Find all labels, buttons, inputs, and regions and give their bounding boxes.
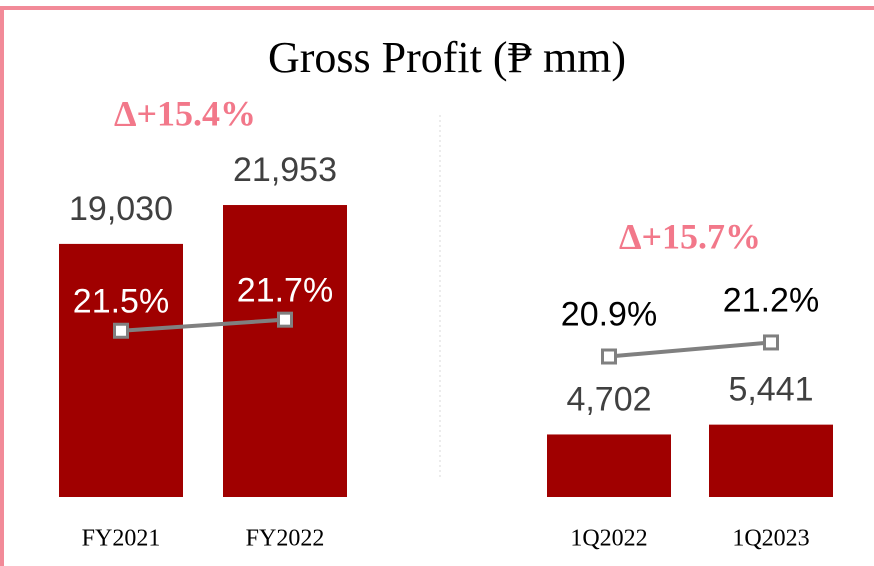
x-tick-label: FY2021 (82, 526, 161, 552)
x-tick-label: FY2022 (246, 526, 325, 552)
bar (59, 243, 183, 497)
data-label: 21.7% (237, 272, 333, 310)
annotation: Δ+15.4% (114, 93, 256, 133)
line-marker (277, 311, 293, 328)
line-marker (601, 348, 617, 365)
bar (547, 434, 671, 497)
chart-title: Gross Profit (₱ mm) (268, 33, 626, 82)
line (120, 317, 286, 333)
bar (223, 205, 347, 498)
line (608, 340, 772, 359)
data-label: 21,953 (233, 151, 337, 189)
data-label: 5,441 (728, 371, 813, 409)
data-label: 19,030 (69, 190, 173, 228)
data-label: 4,702 (566, 380, 651, 418)
annotation: Δ+15.7% (619, 216, 761, 256)
data-label: 20.9% (561, 295, 657, 333)
data-label: 21.5% (73, 283, 169, 321)
x-tick-label: 1Q2023 (732, 526, 809, 552)
bar (709, 424, 833, 497)
x-tick-label: 1Q2022 (570, 526, 647, 552)
data-label: 21.2% (723, 281, 819, 319)
line-marker (763, 334, 779, 351)
line-marker (113, 322, 129, 339)
